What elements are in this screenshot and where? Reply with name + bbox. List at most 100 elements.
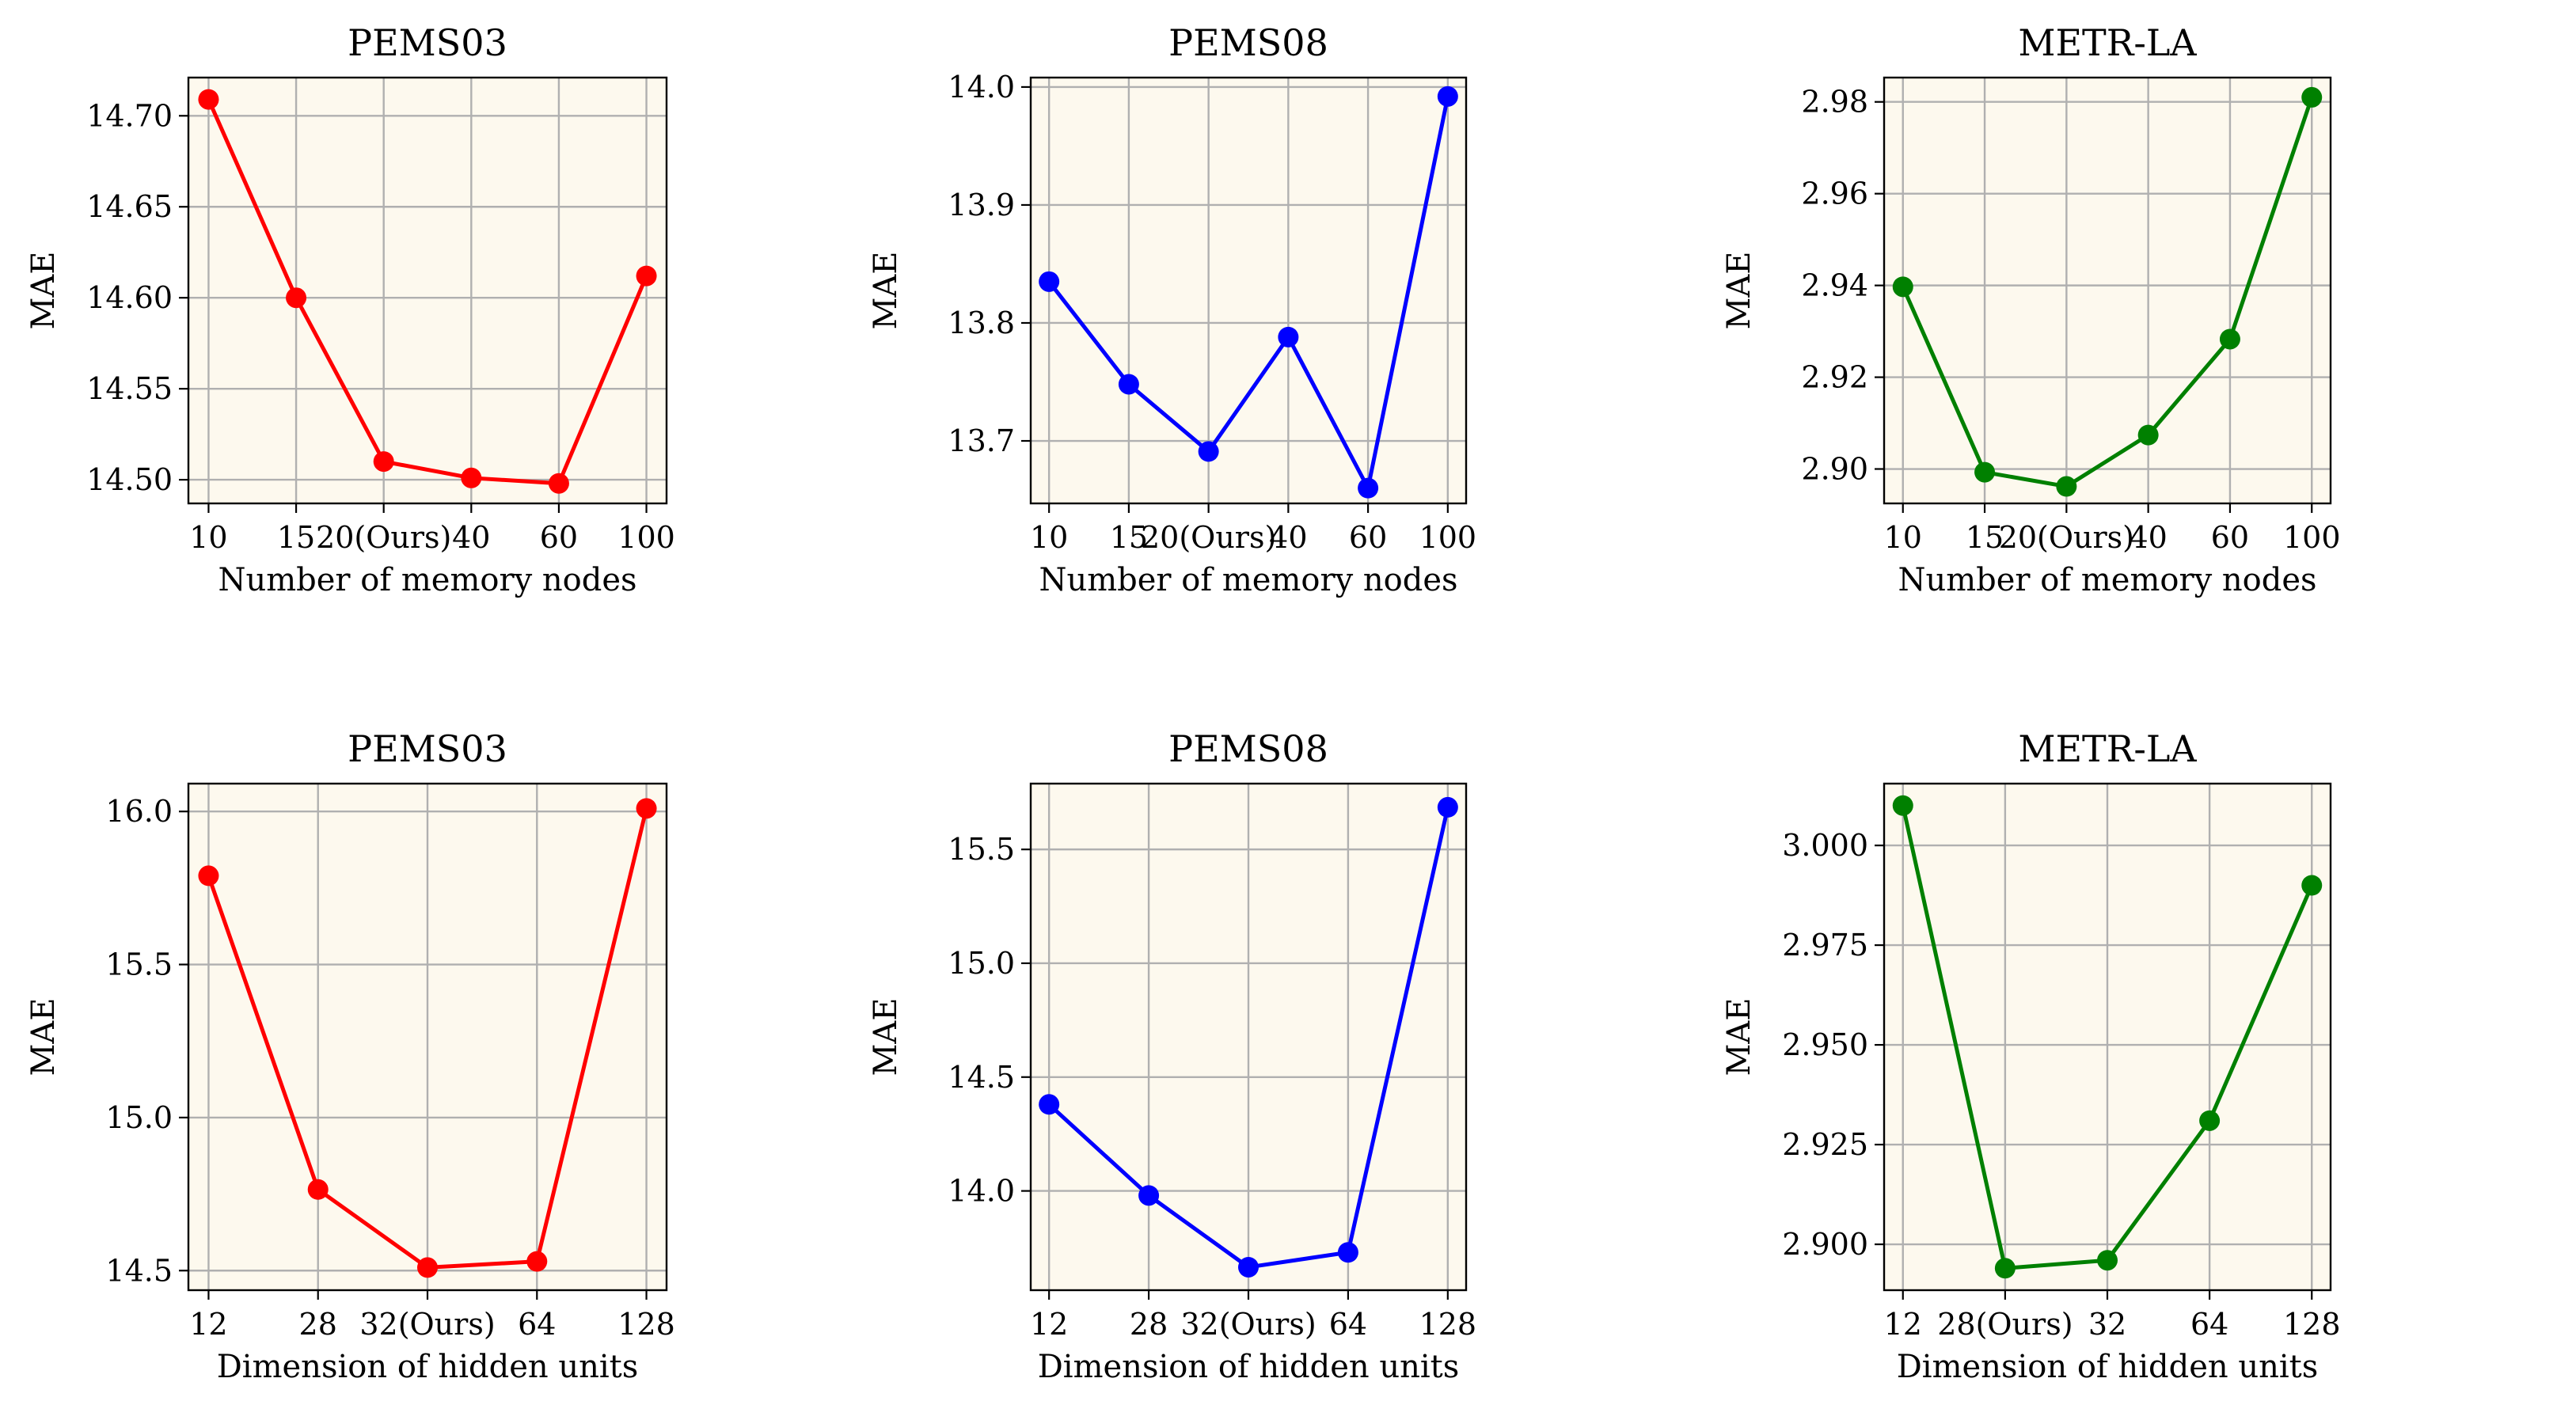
y-axis-label: MAE xyxy=(25,997,62,1076)
data-series xyxy=(1892,795,2323,1279)
series-line xyxy=(1901,97,2314,489)
x-tick-label: 128 xyxy=(2283,1307,2341,1342)
x-tick-label: 20(Ours) xyxy=(1141,520,1276,555)
x-tick-label: 20(Ours) xyxy=(1999,520,2134,555)
x-tick-label: 128 xyxy=(617,1307,675,1342)
x-axis-label: Dimension of hidden units xyxy=(1038,1349,1460,1385)
data-point xyxy=(373,451,394,473)
data-point xyxy=(2137,424,2159,446)
series-line xyxy=(207,98,648,486)
data-point xyxy=(2199,1110,2221,1131)
x-tick-label: 12 xyxy=(1030,1307,1068,1342)
x-tick-label: 40 xyxy=(1269,520,1307,555)
data-point xyxy=(1118,374,1139,395)
data-point xyxy=(1892,795,1913,816)
grid xyxy=(188,784,667,1290)
data-point xyxy=(2219,328,2240,350)
grid xyxy=(188,78,667,503)
y-ticks: 2.900 2.925 2.950 2.975 3.000 xyxy=(1782,828,1884,1262)
x-tick-label: 64 xyxy=(518,1307,556,1342)
x-tick-label: 28 xyxy=(299,1307,337,1342)
panel-hidden-pems03: 12 28 32(Ours) 64 128 14.5 15.0 15.5 16.0 PEMS0… xyxy=(25,727,675,1385)
data-point xyxy=(417,1257,438,1278)
y-tick-label: 14.55 xyxy=(86,371,173,406)
y-tick-label: 2.925 xyxy=(1782,1127,1868,1162)
data-point xyxy=(548,473,569,494)
data-point xyxy=(2301,86,2323,108)
data-series xyxy=(1892,86,2323,497)
x-tick-label: 60 xyxy=(2211,520,2249,555)
data-point xyxy=(2097,1250,2118,1271)
data-point xyxy=(2301,875,2323,896)
x-tick-label: 15 xyxy=(1966,520,2004,555)
data-point xyxy=(526,1251,548,1272)
data-point xyxy=(307,1179,329,1200)
y-tick-label: 2.950 xyxy=(1782,1027,1868,1062)
chart-title: PEMS08 xyxy=(1168,727,1328,770)
y-axis-label: MAE xyxy=(868,997,904,1076)
y-tick-label: 2.98 xyxy=(1801,85,1868,120)
y-tick-label: 14.60 xyxy=(86,280,173,315)
data-point xyxy=(1358,477,1379,499)
chart-title: METR-LA xyxy=(2018,21,2197,64)
x-tick-label: 60 xyxy=(1349,520,1387,555)
y-tick-label: 16.0 xyxy=(105,794,173,829)
data-point xyxy=(636,265,657,287)
x-tick-label: 64 xyxy=(2190,1307,2228,1342)
y-ticks: 2.90 2.92 2.94 2.96 2.98 xyxy=(1801,85,1884,487)
axes-frame xyxy=(187,76,668,505)
y-tick-label: 15.5 xyxy=(948,832,1015,867)
data-point xyxy=(1039,1094,1060,1115)
chart-title: PEMS03 xyxy=(348,21,507,64)
y-tick-label: 13.9 xyxy=(948,188,1015,222)
data-point xyxy=(1437,85,1458,107)
x-ticks: 12 28(Ours) 32 64 128 xyxy=(1884,1290,2341,1342)
x-tick-label: 100 xyxy=(1419,520,1477,555)
y-tick-label: 14.0 xyxy=(948,70,1015,104)
chart-title: METR-LA xyxy=(2018,727,2197,770)
y-tick-label: 3.000 xyxy=(1782,828,1868,863)
data-point xyxy=(1892,276,1913,298)
x-ticks: 12 28 32(Ours) 64 128 xyxy=(189,1290,675,1342)
y-ticks: 14.50 14.55 14.60 14.65 14.70 xyxy=(86,98,188,497)
data-point xyxy=(198,865,219,887)
x-tick-label: 32 xyxy=(2088,1307,2126,1342)
x-tick-label: 15 xyxy=(277,520,315,555)
data-series xyxy=(198,798,657,1278)
chart-title: PEMS08 xyxy=(1168,21,1328,64)
x-tick-label: 60 xyxy=(540,520,578,555)
data-series xyxy=(1039,85,1458,499)
y-tick-label: 2.92 xyxy=(1801,360,1868,395)
y-ticks: 13.7 13.8 13.9 14.0 xyxy=(948,70,1031,458)
x-tick-label: 100 xyxy=(2283,520,2341,555)
data-point xyxy=(461,467,482,488)
x-tick-label: 10 xyxy=(1030,520,1068,555)
x-axis-label: Dimension of hidden units xyxy=(1897,1349,2319,1385)
x-tick-label: 64 xyxy=(1329,1307,1367,1342)
y-tick-label: 15.0 xyxy=(105,1100,173,1135)
x-tick-label: 40 xyxy=(452,520,490,555)
plot-area xyxy=(1031,78,1466,503)
data-point xyxy=(1974,461,1996,483)
y-tick-label: 14.5 xyxy=(105,1253,173,1288)
x-tick-label: 20(Ours) xyxy=(316,520,451,555)
series-line xyxy=(1047,96,1450,491)
y-tick-label: 15.0 xyxy=(948,946,1015,981)
y-tick-label: 2.94 xyxy=(1801,268,1868,303)
y-tick-label: 14.50 xyxy=(86,462,173,497)
axes-frame xyxy=(1029,76,1468,505)
panel-hidden-metr-la: 12 28(Ours) 32 64 128 2.900 2.925 2.950 2.975 3.… xyxy=(1721,727,2341,1385)
y-tick-label: 15.5 xyxy=(105,947,173,982)
y-tick-label: 2.975 xyxy=(1782,928,1868,962)
data-point xyxy=(2056,476,2077,497)
x-axis-label: Number of memory nodes xyxy=(1898,562,2316,598)
panel-hidden-pems08: 12 28 32(Ours) 64 128 14.0 14.5 15.0 15.5 PEMS0… xyxy=(868,727,1476,1385)
y-tick-label: 14.65 xyxy=(86,189,173,224)
x-axis-label: Number of memory nodes xyxy=(1039,562,1457,598)
x-tick-label: 12 xyxy=(1884,1307,1922,1342)
